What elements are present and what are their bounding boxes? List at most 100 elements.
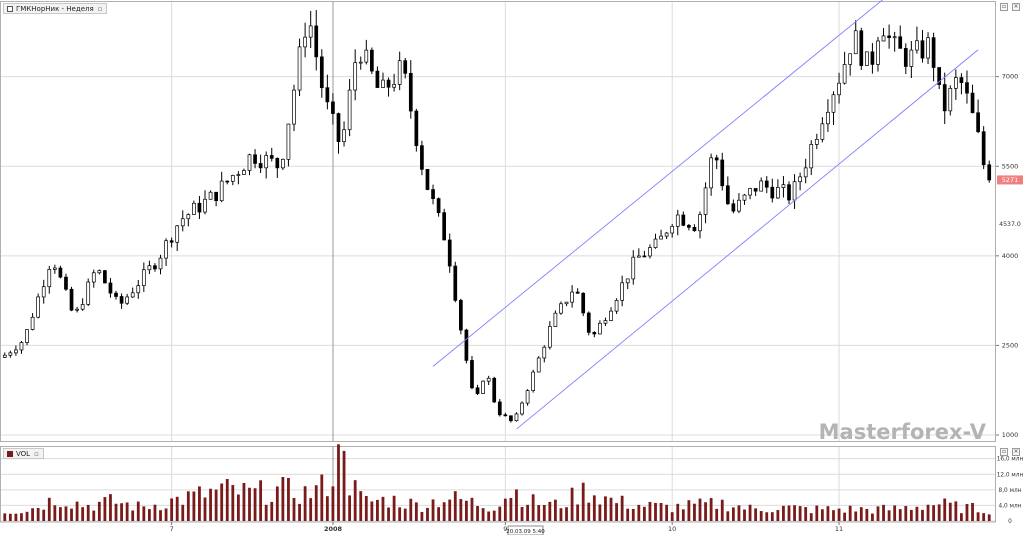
candle (364, 39, 369, 65)
volume-bar (353, 480, 357, 521)
volume-legend[interactable]: VOL ▫ (3, 448, 44, 459)
volume-tick-label: 12,0 млн (997, 472, 1024, 478)
candle (592, 331, 597, 338)
channel-line[interactable] (432, 0, 884, 367)
volume-bar (8, 513, 12, 521)
candle (214, 191, 218, 207)
volume-panel-close-icon[interactable]: × (1012, 448, 1020, 456)
close-icon[interactable]: ▫ (34, 450, 39, 458)
volume-bar (559, 508, 563, 521)
price-grid (1, 2, 995, 441)
candle (614, 298, 619, 314)
candle (119, 293, 124, 309)
candle (158, 254, 163, 275)
candle (103, 269, 107, 284)
volume-bar (448, 499, 452, 521)
volume-bar (954, 501, 958, 521)
candle (253, 149, 257, 169)
candle (225, 180, 230, 185)
candle (803, 158, 808, 184)
volume-bar (971, 502, 974, 521)
volume-bar (542, 504, 546, 521)
candle (709, 153, 713, 196)
candle (386, 77, 391, 97)
volume-bar (592, 495, 596, 521)
volume-bar (248, 487, 251, 521)
volume-panel[interactable] (0, 444, 996, 522)
volume-bar (331, 486, 335, 521)
candle (264, 151, 269, 179)
candle (848, 53, 853, 76)
candle (370, 47, 374, 75)
volume-bar (798, 506, 802, 521)
price-panel-maximize-icon[interactable]: ▫ (1000, 3, 1008, 11)
volume-bar (865, 508, 869, 521)
volume-bar (859, 507, 863, 521)
candle (447, 233, 452, 273)
volume-bar (893, 505, 897, 521)
volume-bar (86, 504, 90, 521)
price-tick-label: 2500 (1002, 341, 1019, 349)
candle (931, 32, 936, 82)
candle (180, 210, 185, 232)
volume-bar (976, 512, 980, 521)
candle (675, 209, 680, 236)
volume-bar (64, 506, 68, 521)
volume-bar (320, 474, 324, 521)
candle (953, 69, 958, 100)
volume-bar (70, 508, 73, 521)
volume-bar (520, 506, 524, 521)
volume-bar (453, 491, 457, 521)
volume-bar (114, 503, 118, 521)
volume-bar (598, 504, 602, 521)
price-legend[interactable]: ГМКНорНик - Неделя ▫ (3, 3, 108, 14)
volume-bar (253, 488, 257, 521)
volume-bar (982, 513, 986, 521)
volume-bar (887, 510, 891, 521)
candle (776, 179, 780, 199)
price-panel-close-icon[interactable]: × (1012, 3, 1020, 11)
volume-bar (687, 500, 691, 521)
volume-bar (637, 504, 641, 521)
volume-bar (943, 498, 947, 521)
volume-bar (909, 509, 913, 521)
volume-tick-label: 4,0 млн (999, 503, 1022, 509)
volume-bar (20, 513, 23, 521)
candle (353, 49, 358, 101)
candle (247, 153, 252, 176)
candle (86, 278, 91, 307)
close-icon[interactable]: ▫ (97, 5, 103, 13)
candle (531, 369, 536, 393)
price-tick-label: 7000 (1002, 73, 1019, 81)
candle (698, 211, 702, 239)
candle (136, 280, 141, 299)
volume-bar (465, 500, 468, 521)
candle (470, 355, 474, 390)
volume-panel-maximize-icon[interactable]: ▫ (1000, 448, 1008, 456)
volume-bar (665, 504, 669, 521)
volume-bar (820, 509, 824, 521)
candle (336, 112, 341, 154)
volume-bar (737, 505, 741, 521)
candle (720, 152, 725, 191)
volume-bar (709, 498, 713, 521)
channel-line[interactable] (516, 49, 979, 430)
candle (570, 285, 574, 308)
candle (475, 384, 480, 396)
candle (492, 376, 497, 403)
volume-bar (731, 507, 735, 521)
volume-bar (815, 505, 819, 521)
volume-tick-label: 0 (1008, 519, 1012, 525)
candle (297, 38, 302, 97)
candle (75, 306, 79, 313)
candle (581, 292, 586, 317)
candle (976, 99, 980, 134)
price-tick-label: 1000 (1002, 431, 1019, 439)
volume-bar (459, 499, 463, 521)
candle (208, 190, 213, 200)
volume-bar (470, 497, 474, 521)
volume-legend-label: VOL (16, 450, 31, 458)
volume-bar (743, 509, 746, 521)
price-panel[interactable]: Masterforex-V (0, 0, 996, 444)
